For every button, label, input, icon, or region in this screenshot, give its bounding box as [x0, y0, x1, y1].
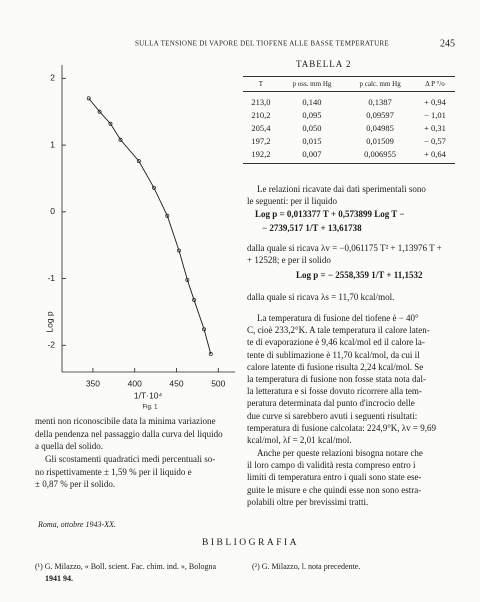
y-tick-label: -2 [47, 340, 55, 350]
table-cell: 210,2 [251, 110, 271, 120]
text-line: Anche per queste relazioni bisogna notar… [257, 448, 423, 458]
formula: − 2739,517 1/T + 13,61738 [262, 223, 362, 233]
text-line: + 12528; e per il solido [247, 255, 331, 265]
data-point [202, 327, 207, 332]
table-row: 210,2 0,095 0,09597 − 1,01 [243, 109, 455, 122]
x-tick-label: 350 [86, 378, 100, 388]
text-line: C, cioè 233,2°K. A tale temperatura il c… [247, 325, 430, 336]
table-cell: 0,09597 [366, 110, 394, 120]
text-line: della pendenza nel passaggio dalla curva… [35, 428, 223, 439]
text-line: Le relazioni ricavate dai dati speriment… [257, 184, 426, 194]
table-row: 197,2 0,015 0,01509 − 0,57 [243, 135, 455, 148]
table-cell: 0,006955 [345, 147, 416, 164]
data-point [108, 121, 113, 126]
text-line: peratura determinata dal punto d'incroci… [247, 398, 415, 409]
figure-caption: Fig. 1 [142, 405, 158, 411]
table-cell: 0,015 [302, 136, 322, 146]
table-cell: 0,04985 [366, 123, 394, 133]
text-line: dalla quale si ricava λv = −0,061175 T² … [247, 243, 442, 253]
table-cell: − 1,01 [424, 110, 446, 120]
text-line: a quella del solido. [35, 441, 103, 451]
table-cell: 0,1387 [368, 97, 392, 107]
y-tick-label: 0 [50, 206, 55, 216]
table-cell: − 0,57 [424, 136, 446, 146]
table-cell: 0,007 [278, 147, 346, 164]
data-point [97, 109, 102, 114]
table-cell: 0,095 [302, 110, 322, 120]
x-axis-label: 1/T·10⁴ [134, 390, 163, 400]
table-cell: 213,0 [251, 97, 271, 107]
table-cell: 192,2 [243, 147, 279, 164]
table-cell: 0,050 [302, 123, 322, 133]
reference: (²) G. Milazzo, l. nota precedente. [252, 562, 361, 571]
data-point [208, 352, 213, 356]
data-point [118, 137, 123, 142]
text-line: tente di sublimazione è 11,70 kcal/mol, … [247, 349, 420, 360]
data-point [185, 277, 190, 282]
data-point [151, 185, 156, 190]
running-title: SULLA TENSIONE DI VAPORE DEL TIOFENE ALL… [135, 40, 389, 48]
reference: (¹) G. Milazzo, « Boll. scient. Fac. chi… [35, 562, 217, 571]
table-cell: + 0,94 [424, 97, 446, 107]
data-point [165, 213, 170, 218]
text-line: Gli scostamenti quadratici medi percentu… [45, 454, 216, 464]
table-cell: + 0,31 [424, 123, 446, 133]
data-point [192, 297, 196, 302]
formula: Log p = 0,013377 T + 0,573899 Log T − [255, 209, 405, 219]
column-header: p calc. mm Hg [345, 76, 416, 92]
text-line: limiti di temperatura entro i quali sono… [247, 472, 422, 483]
y-tick-label: -1 [47, 273, 55, 283]
text-line: guite le misure e che quindi esse non so… [247, 484, 422, 495]
table-row: 192,2 0,007 0,006955 + 0,64 [243, 147, 455, 164]
table-title: TABELLA 2 [296, 59, 352, 69]
text-line: la letteratura e si fosse dovuto ricorre… [247, 386, 422, 397]
formula: Log p = − 2558,359 1/T + 11,1532 [296, 270, 423, 280]
text-line: le seguenti: per il liquido [247, 196, 337, 206]
text-line: ± 0,87 % per il solido. [35, 479, 116, 489]
table-cell: 0,01509 [366, 136, 394, 146]
x-tick-label: 450 [169, 378, 183, 388]
y-tick-label: 2 [50, 73, 55, 83]
bibliography-title: BIBLIOGRAFIA [202, 538, 300, 548]
text-line: due curve si sarebbero avuti i seguenti … [247, 410, 418, 421]
text-line: dalla quale si ricava λs = 11,70 kcal/mo… [247, 292, 395, 302]
table-row: 205,4 0,050 0,04985 + 0,31 [243, 122, 455, 135]
column-header: T [243, 76, 279, 92]
table-row: 213,0 0,140 0,1387 + 0,94 [243, 92, 455, 109]
text-line: temperatura di fusione calcolata: 224,9°… [247, 422, 436, 433]
data-line [88, 98, 212, 355]
table-cell: 0,140 [302, 97, 322, 107]
y-axis-label: Log p [44, 311, 54, 333]
y-tick-label: 1 [50, 139, 55, 149]
column-header: p oss. mm Hg [278, 76, 346, 92]
text-line: la temperatura di fusione non fosse stat… [247, 374, 426, 384]
reference: 1941 94. [45, 574, 73, 583]
table-cell: 205,4 [251, 123, 271, 133]
page-number: 245 [440, 38, 455, 49]
table-body: 213,0 0,140 0,1387 + 0,94 210,2 0,095 0,09597 −… [243, 92, 455, 164]
text-line: La temperatura di fusione del tiofene è … [257, 313, 419, 323]
text-line: polabili oltre per brevissimi tratti. [247, 496, 369, 507]
text-line: menti non riconoscibile data la minima v… [35, 416, 216, 426]
text-line: te di evaporazione è 9,46 kcal/mol ed il… [247, 337, 425, 348]
text-line: calore latente di fusione risulta 2,24 k… [247, 361, 424, 372]
x-tick-label: 500 [211, 378, 225, 388]
signature: Roma, ottobre 1943-XX. [38, 520, 116, 529]
table-cell: + 0,64 [415, 147, 455, 164]
data-point [136, 159, 141, 164]
data-point [177, 248, 181, 253]
x-tick-label: 400 [128, 378, 142, 388]
data-point [86, 96, 91, 101]
text-line: il loro campo di validità resta compreso… [247, 460, 416, 471]
column-header: Δ P °/o [415, 76, 455, 92]
table-cell: 197,2 [251, 136, 271, 146]
text-line: no rispettivamente ± 1,59 % per il liqui… [35, 466, 192, 477]
text-line: kcal/mol, λf = 2,01 kcal/mol. [247, 435, 352, 445]
